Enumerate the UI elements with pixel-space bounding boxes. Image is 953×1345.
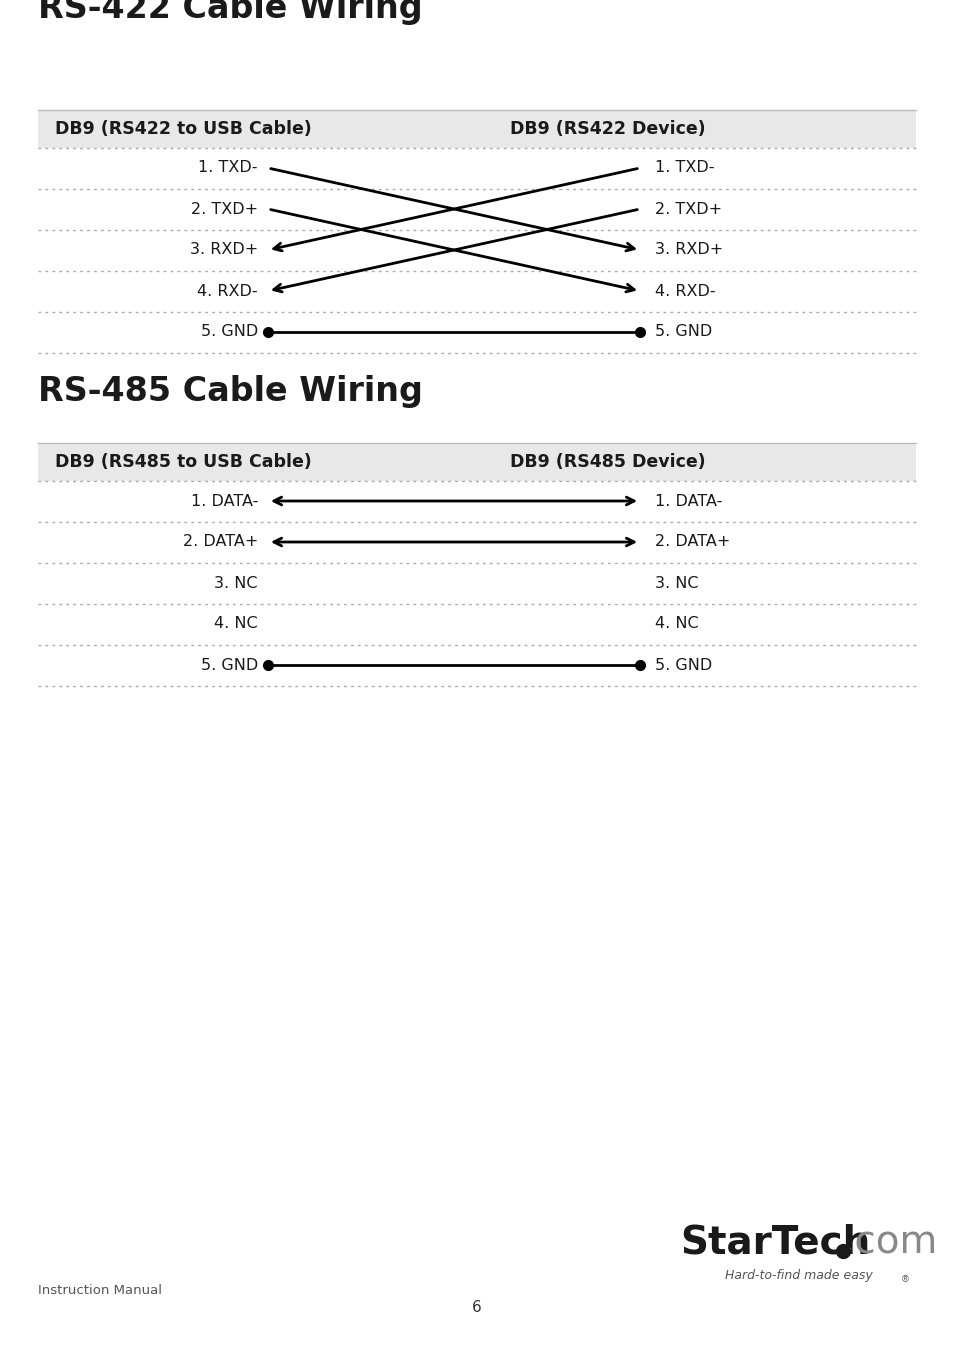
Text: Instruction Manual: Instruction Manual xyxy=(38,1283,162,1297)
Text: .com: .com xyxy=(842,1224,937,1262)
Bar xyxy=(38,443,915,482)
Text: 2. TXD+: 2. TXD+ xyxy=(655,202,721,217)
Text: 3. NC: 3. NC xyxy=(655,576,698,590)
Text: DB9 (RS422 to USB Cable): DB9 (RS422 to USB Cable) xyxy=(55,120,312,139)
Text: 4. NC: 4. NC xyxy=(214,616,257,632)
Text: DB9 (RS422 Device): DB9 (RS422 Device) xyxy=(510,120,705,139)
Text: 1. TXD-: 1. TXD- xyxy=(655,160,714,175)
Text: 4. RXD-: 4. RXD- xyxy=(655,284,715,299)
Text: 5. GND: 5. GND xyxy=(655,658,712,672)
Text: 4. RXD-: 4. RXD- xyxy=(197,284,257,299)
Text: 3. NC: 3. NC xyxy=(214,576,257,590)
Text: 1. DATA-: 1. DATA- xyxy=(191,494,257,508)
Text: RS-485 Cable Wiring: RS-485 Cable Wiring xyxy=(38,375,422,408)
Text: 5. GND: 5. GND xyxy=(655,324,712,339)
Text: 1. TXD-: 1. TXD- xyxy=(198,160,257,175)
Text: 3. RXD+: 3. RXD+ xyxy=(190,242,257,257)
Text: 1. DATA-: 1. DATA- xyxy=(655,494,721,508)
Text: 4. NC: 4. NC xyxy=(655,616,698,632)
Text: 2. DATA+: 2. DATA+ xyxy=(182,534,257,550)
Text: DB9 (RS485 Device): DB9 (RS485 Device) xyxy=(510,453,705,471)
Text: ®: ® xyxy=(900,1275,909,1284)
Text: RS-422 Cable Wiring: RS-422 Cable Wiring xyxy=(38,0,422,26)
Text: 5. GND: 5. GND xyxy=(200,324,257,339)
Text: 2. TXD+: 2. TXD+ xyxy=(191,202,257,217)
Text: 3. RXD+: 3. RXD+ xyxy=(655,242,722,257)
Text: 5. GND: 5. GND xyxy=(200,658,257,672)
Text: DB9 (RS485 to USB Cable): DB9 (RS485 to USB Cable) xyxy=(55,453,312,471)
Bar xyxy=(38,110,915,148)
Text: 6: 6 xyxy=(472,1299,481,1314)
Text: StarTech: StarTech xyxy=(679,1224,869,1262)
Text: Hard-to-find made easy: Hard-to-find made easy xyxy=(724,1268,872,1282)
Text: 2. DATA+: 2. DATA+ xyxy=(655,534,730,550)
